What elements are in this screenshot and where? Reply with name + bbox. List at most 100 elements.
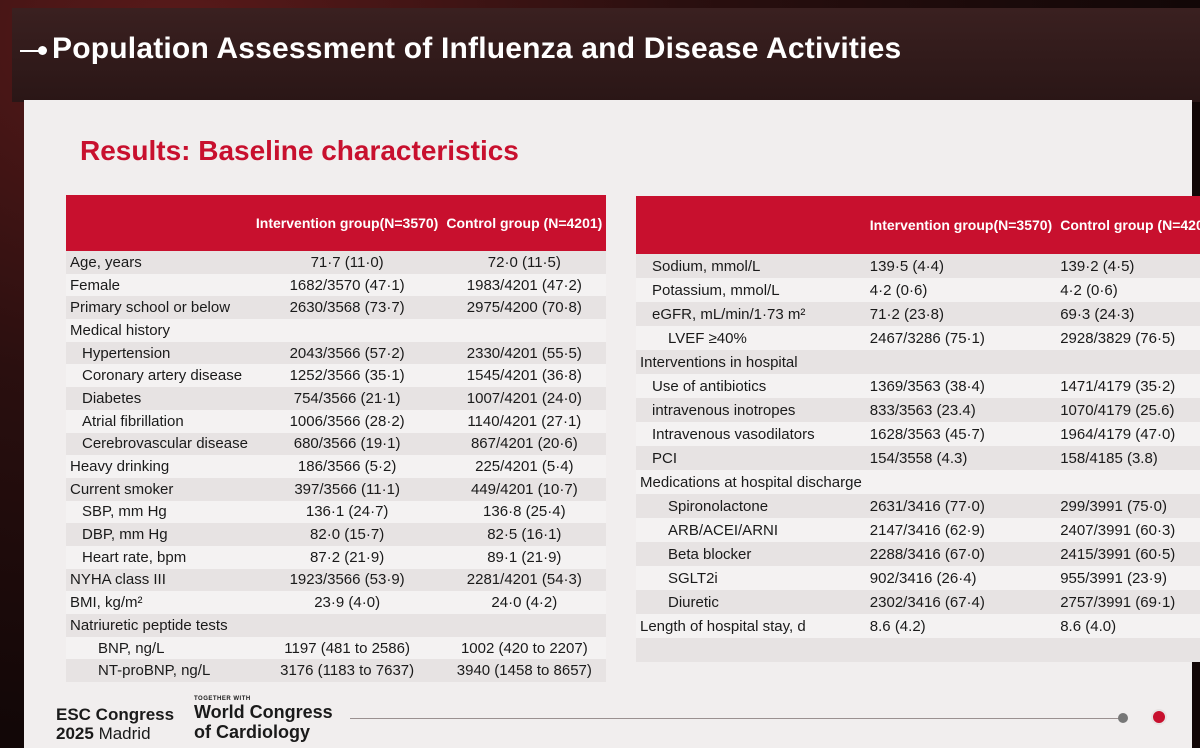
esc-logo-line1: ESC Congress	[56, 705, 175, 724]
intervention-value: 154/3558 (4.3)	[865, 446, 1057, 470]
intervention-value: 23·9 (4·0)	[251, 591, 443, 614]
intervention-value: 1628/3563 (45·7)	[865, 422, 1057, 446]
intervention-value	[251, 614, 443, 637]
control-value	[442, 319, 607, 342]
intervention-value: 1682/3570 (47·1)	[251, 273, 443, 297]
row-label: SGLT2i	[636, 566, 866, 590]
table-row: ARB/ACEI/ARNI 2147/3416 (62·9) 2407/3991 (…	[636, 518, 1200, 542]
row-label: SBP, mm Hg	[66, 500, 252, 524]
baseline-table-left-body: Age, years 71·7 (11·0) 72·0 (11·5) Female 16…	[66, 251, 607, 683]
control-value: 158/4185 (3.8)	[1056, 446, 1200, 470]
row-label: Atrial fibrillation	[66, 409, 252, 433]
intervention-value: 1923/3566 (53·9)	[251, 568, 443, 592]
control-value: 955/3991 (23·9)	[1056, 566, 1200, 590]
row-label: DBP, mm Hg	[66, 523, 252, 546]
table-row: DBP, mm Hg 82·0 (15·7) 82·5 (16·1)	[66, 523, 607, 546]
intervention-value: 139·5 (4·4)	[865, 254, 1057, 278]
intervention-value: 902/3416 (26·4)	[865, 566, 1057, 590]
table-row: Female 1682/3570 (47·1) 1983/4201 (47·2)	[66, 273, 607, 297]
title-bullet-dot	[38, 46, 47, 55]
table-row: Coronary artery disease 1252/3566 (35·1) 1…	[66, 364, 607, 388]
intervention-value: 71·2 (23·8)	[865, 302, 1057, 326]
control-value: 2407/3991 (60·3)	[1056, 518, 1200, 542]
row-label: intravenous inotropes	[636, 398, 866, 422]
table-row: Intravenous vasodilators 1628/3563 (45·7)…	[636, 422, 1200, 446]
row-label: eGFR, mL/min/1·73 m²	[636, 302, 866, 326]
progress-dot-active	[1151, 709, 1167, 725]
table-row: SBP, mm Hg 136·1 (24·7) 136·8 (25·4)	[66, 500, 607, 524]
intervention-value: 397/3566 (11·1)	[251, 477, 443, 501]
control-value: 139·2 (4·5)	[1056, 254, 1200, 278]
table-row: Beta blocker 2288/3416 (67·0) 2415/3991 (6…	[636, 542, 1200, 566]
control-value: 89·1 (21·9)	[442, 545, 607, 569]
intervention-value: 87·2 (21·9)	[251, 545, 443, 569]
table-row: Spironolactone 2631/3416 (77·0) 299/3991 (…	[636, 494, 1200, 518]
control-value: 1964/4179 (47·0)	[1056, 422, 1200, 446]
intervention-value: 1369/3563 (38·4)	[865, 374, 1057, 398]
intervention-value	[865, 638, 1057, 662]
row-label: NYHA class III	[66, 568, 252, 592]
row-label: Sodium, mmol/L	[636, 254, 866, 278]
table-row: Use of antibiotics 1369/3563 (38·4) 1471/4…	[636, 374, 1200, 398]
control-value: 2757/3991 (69·1)	[1056, 590, 1200, 614]
header-cell-label	[636, 196, 866, 254]
esc-logo-year: 2025	[56, 724, 94, 743]
control-value: 69·3 (24·3)	[1056, 302, 1200, 326]
table-row: Diabetes 754/3566 (21·1) 1007/4201 (24·0)	[66, 387, 607, 410]
control-value: 1070/4179 (25.6)	[1056, 398, 1200, 422]
esc-logo-line2: 2025 Madrid	[56, 724, 174, 743]
row-label: ARB/ACEI/ARNI	[636, 518, 866, 542]
header-cell-intervention: Intervention group(N=3570)	[251, 195, 443, 251]
table-row: Current smoker 397/3566 (11·1) 449/4201 (1…	[66, 477, 607, 501]
table-row: Potassium, mmol/L 4·2 (0·6) 4·2 (0·6)	[636, 278, 1200, 302]
table-row: LVEF ≥40% 2467/3286 (75·1) 2928/3829 (76·5…	[636, 326, 1200, 350]
row-label: Heart rate, bpm	[66, 545, 252, 569]
title-bullet-line	[20, 50, 46, 52]
baseline-table-left: Intervention group(N=3570) Control group…	[66, 195, 607, 683]
footer-progress-line	[350, 718, 1120, 719]
row-label: Cerebrovascular disease	[66, 432, 252, 456]
wc-logo-small: TOGETHER WITH	[194, 696, 251, 702]
intervention-value: 3176 (1183 to 7637)	[251, 659, 443, 683]
row-label: Medical history	[66, 319, 252, 342]
table-row: BNP, ng/L 1197 (481 to 2586) 1002 (420 to …	[66, 636, 607, 660]
control-value: 1545/4201 (36·8)	[442, 364, 607, 388]
control-value: 2281/4201 (54·3)	[442, 568, 607, 592]
row-label: NT-proBNP, ng/L	[66, 659, 252, 683]
row-label: Diuretic	[636, 590, 866, 614]
table-header-row: Intervention group(N=3570) Control group…	[636, 196, 1200, 254]
intervention-value: 1252/3566 (35·1)	[251, 364, 443, 388]
control-value: 1471/4179 (35·2)	[1056, 374, 1200, 398]
row-label: Primary school or below	[66, 296, 252, 320]
table-row: eGFR, mL/min/1·73 m² 71·2 (23·8) 69·3 (24·…	[636, 302, 1200, 326]
control-value: 1002 (420 to 2207)	[442, 636, 607, 660]
table-row: Heart rate, bpm 87·2 (21·9) 89·1 (21·9)	[66, 545, 607, 569]
table-row: Age, years 71·7 (11·0) 72·0 (11·5)	[66, 251, 607, 274]
control-value	[1056, 470, 1200, 494]
intervention-value: 2147/3416 (62·9)	[865, 518, 1057, 542]
table-row: BMI, kg/m² 23·9 (4·0) 24·0 (4·2)	[66, 591, 607, 614]
control-value: 24·0 (4·2)	[442, 591, 607, 614]
table-row: PCI 154/3558 (4.3) 158/4185 (3.8)	[636, 446, 1200, 470]
intervention-value: 4·2 (0·6)	[865, 278, 1057, 302]
intervention-value: 680/3566 (19·1)	[251, 432, 443, 456]
table-row: Interventions in hospital	[636, 350, 1200, 374]
baseline-table-right-body: Sodium, mmol/L 139·5 (4·4) 139·2 (4·5) Pota…	[636, 254, 1200, 662]
row-label	[636, 638, 866, 662]
intervention-value: 2467/3286 (75·1)	[865, 326, 1057, 350]
intervention-value: 1006/3566 (28·2)	[251, 409, 443, 433]
control-value: 3940 (1458 to 8657)	[442, 659, 607, 683]
row-label: BMI, kg/m²	[66, 591, 252, 614]
baseline-table-right: Intervention group(N=3570) Control group…	[636, 196, 1200, 662]
control-value: 299/3991 (75·0)	[1056, 494, 1200, 518]
intervention-value: 2288/3416 (67·0)	[865, 542, 1057, 566]
section-heading: Results: Baseline characteristics	[80, 135, 519, 166]
row-label: Potassium, mmol/L	[636, 278, 866, 302]
intervention-value: 186/3566 (5·2)	[251, 455, 443, 478]
control-value: 449/4201 (10·7)	[442, 477, 607, 501]
row-label: Age, years	[66, 251, 252, 274]
header-cell-label	[66, 195, 252, 251]
control-value: 8.6 (4.0)	[1056, 614, 1200, 638]
intervention-value: 71·7 (11·0)	[251, 251, 443, 274]
control-value	[1056, 350, 1200, 374]
